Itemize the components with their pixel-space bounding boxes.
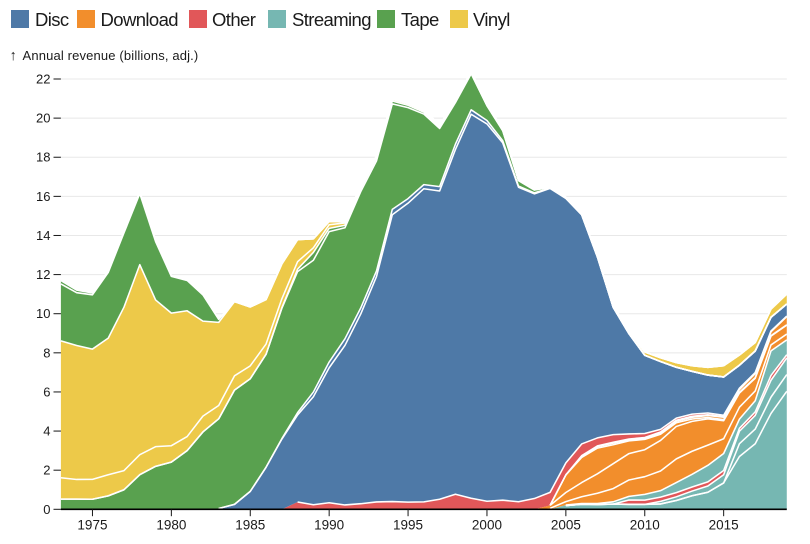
svg-text:8: 8 [43, 345, 50, 360]
svg-text:2000: 2000 [472, 518, 502, 533]
svg-text:22: 22 [36, 72, 50, 87]
svg-text:Annual revenue (billions, adj.: Annual revenue (billions, adj.) [23, 48, 199, 63]
svg-text:1975: 1975 [77, 518, 107, 533]
svg-text:6: 6 [43, 384, 50, 399]
svg-text:1985: 1985 [235, 518, 265, 533]
svg-text:0: 0 [43, 502, 50, 517]
svg-text:↑: ↑ [10, 48, 17, 64]
svg-text:18: 18 [36, 150, 50, 165]
svg-text:2015: 2015 [709, 518, 739, 533]
svg-text:20: 20 [36, 111, 50, 126]
svg-text:12: 12 [36, 267, 50, 282]
svg-text:10: 10 [36, 306, 50, 321]
svg-text:2010: 2010 [630, 518, 660, 533]
svg-text:4: 4 [43, 424, 50, 439]
svg-text:1990: 1990 [314, 518, 344, 533]
svg-text:14: 14 [36, 228, 50, 243]
svg-text:1995: 1995 [393, 518, 423, 533]
svg-text:16: 16 [36, 189, 50, 204]
svg-text:1980: 1980 [156, 518, 186, 533]
svg-text:2: 2 [43, 463, 50, 478]
svg-text:2005: 2005 [551, 518, 581, 533]
